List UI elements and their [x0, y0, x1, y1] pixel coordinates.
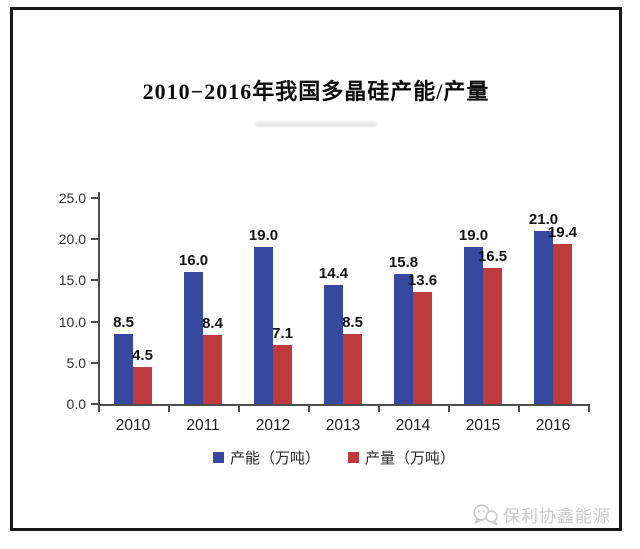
watermark: 保利协鑫能源 — [472, 502, 611, 527]
capacity-value-label: 8.5 — [113, 313, 134, 331]
x-axis-tick — [378, 406, 380, 412]
legend-label: 产能（万吨） — [229, 450, 320, 467]
y-axis-tick-label: 5.0 — [66, 354, 86, 371]
chart-title: 2010−2016年我国多晶硅产能/产量 — [142, 79, 490, 104]
x-axis-category-label: 2012 — [255, 417, 291, 434]
capacity-value-label: 14.4 — [318, 265, 349, 283]
production-bar — [343, 333, 362, 404]
legend: 产能（万吨） 产量（万吨） — [31, 447, 637, 468]
chat-bubbles-logo-icon — [473, 504, 498, 526]
y-axis-tick-label: 20.0 — [58, 231, 86, 248]
capacity-value-label: 15.8 — [388, 253, 419, 271]
x-axis-tick — [518, 406, 520, 412]
y-axis-tick — [91, 197, 98, 199]
x-axis-category-label: 2011 — [186, 417, 220, 434]
capacity-bar — [254, 247, 273, 404]
chart-frame: 2010−2016年我国多晶硅产能/产量 0.0 5.0 10.0 15.0 20.0 2… — [10, 7, 622, 531]
y-axis-tick — [91, 320, 98, 323]
y-axis-tick-label: 0.0 — [66, 396, 86, 412]
y-axis-tick — [91, 361, 98, 364]
y-axis-line — [98, 192, 100, 406]
legend-label: 产量（万吨） — [365, 450, 456, 467]
x-axis-tick — [448, 406, 450, 412]
x-axis-category-label: 2015 — [465, 417, 501, 434]
y-axis-tick-label: 10.0 — [58, 313, 86, 330]
production-value-label: 7.1 — [272, 325, 293, 343]
y-axis-tick-label: 15.0 — [58, 272, 86, 289]
capacity-bar — [534, 230, 553, 404]
y-axis-tick — [91, 403, 98, 405]
production-legend-swatch — [348, 452, 359, 463]
y-axis-tick — [91, 238, 98, 241]
capacity-legend-swatch — [212, 452, 224, 463]
production-value-label: 4.5 — [132, 346, 153, 364]
production-bar — [553, 244, 572, 404]
legend-item-production: 产量（万吨） — [348, 447, 455, 468]
production-bar — [203, 334, 222, 404]
capacity-bar — [184, 272, 203, 404]
capacity-value-label: 19.0 — [248, 227, 279, 245]
x-axis-category-label: 2013 — [325, 417, 361, 434]
watermark-text: 保利协鑫能源 — [503, 507, 611, 526]
capacity-value-label: 21.0 — [528, 210, 559, 228]
x-axis-category-label: 2010 — [115, 417, 151, 434]
legend-item-capacity: 产能（万吨） — [212, 447, 320, 468]
capacity-bar — [324, 285, 343, 404]
capacity-value-label: 19.0 — [458, 227, 489, 245]
production-bar — [413, 291, 432, 404]
y-axis-tick-label: 25.0 — [58, 190, 86, 206]
plot-area: 0.0 5.0 10.0 15.0 20.0 25.0 8.5 4.5 2010 16.0 8.4 2… — [13, 10, 619, 528]
y-axis-tick — [91, 279, 98, 282]
production-bar — [483, 268, 502, 404]
capacity-bar — [464, 247, 483, 404]
production-bar — [133, 366, 152, 404]
production-value-label: 8.5 — [342, 313, 363, 331]
x-axis-tick — [308, 406, 310, 412]
x-axis-category-label: 2014 — [395, 417, 431, 434]
x-axis-category-label: 2016 — [535, 417, 571, 434]
x-axis-tick — [238, 406, 240, 412]
production-value-label: 8.4 — [202, 314, 223, 332]
x-axis-tick — [168, 406, 170, 412]
scan-artifact — [255, 122, 377, 127]
capacity-value-label: 16.0 — [178, 252, 209, 270]
capacity-bar — [114, 333, 133, 404]
capacity-bar — [394, 273, 413, 404]
production-value-label: 19.4 — [547, 224, 578, 242]
x-axis-tick — [588, 406, 590, 412]
x-axis-line — [98, 404, 590, 406]
x-axis-tick — [98, 406, 100, 412]
production-bar — [273, 345, 292, 404]
production-value-label: 13.6 — [407, 271, 438, 289]
production-value-label: 16.5 — [477, 248, 508, 266]
